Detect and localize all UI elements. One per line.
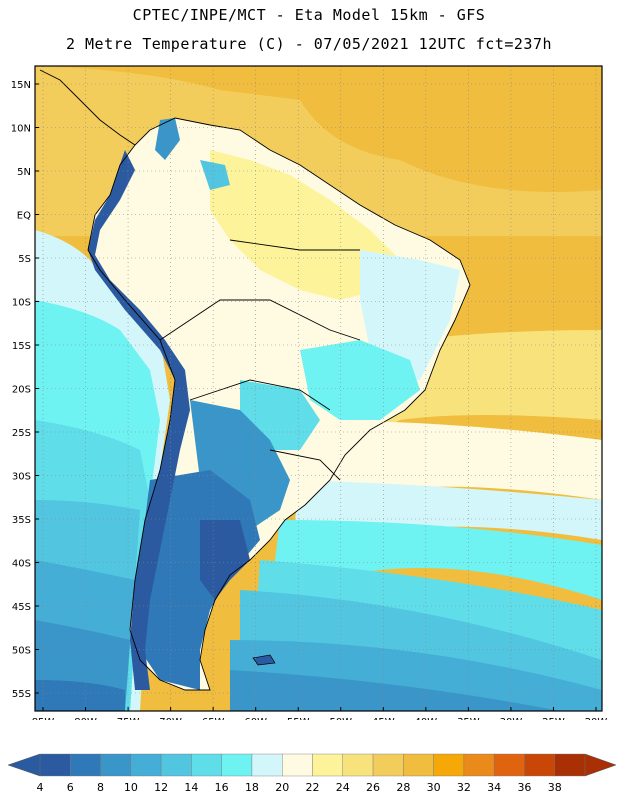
legend-level-label: 28 [396, 781, 410, 794]
legend-swatch [524, 753, 555, 777]
lon-label: 70W [159, 717, 182, 720]
legend-level-label: 32 [457, 781, 471, 794]
legend-level-label: 38 [548, 781, 562, 794]
map-title: CPTEC/INPE/MCT - Eta Model 15km - GFS [132, 6, 486, 24]
lon-label: 30W [500, 717, 523, 720]
legend-level-label: 20 [275, 781, 289, 794]
legend-swatch [130, 753, 162, 777]
legend-level-label: 8 [97, 781, 104, 794]
lat-label: 15N [11, 80, 31, 91]
lon-label: 80W [74, 717, 97, 720]
legend-level-label: 6 [67, 781, 74, 794]
coastlines [39, 69, 471, 691]
legend-swatch [191, 753, 222, 777]
lon-label: 20W [585, 717, 608, 720]
legend-level-label: 4 [37, 781, 44, 794]
legend-level-label: 14 [184, 781, 198, 794]
lat-label: 40S [12, 559, 31, 570]
legend-swatch [39, 753, 71, 777]
legend-swatch [70, 753, 101, 777]
temperature-map: 15N 10N 5N EQ 5S 10S 15S 20S 25S 30S 35S 40S 45S 50S 5… [11, 65, 608, 720]
map-subtitle: 2 Metre Temperature (C) - 07/05/2021 12U… [65, 35, 553, 53]
legend-swatch [493, 753, 525, 777]
lat-label: 10S [12, 298, 31, 309]
lon-label: 50W [329, 717, 352, 720]
lat-label: 5S [18, 254, 31, 265]
legend-level-label: 22 [306, 781, 320, 794]
legend-swatch [160, 753, 192, 777]
legend-swatch [403, 753, 434, 777]
legend-level-label: 24 [336, 781, 350, 794]
andes-ridge [88, 150, 190, 690]
graticule [35, 66, 602, 711]
legend-swatch [282, 753, 313, 777]
legend-level-label: 12 [154, 781, 168, 794]
legend-swatch [372, 753, 404, 777]
legend-level-label: 18 [245, 781, 259, 794]
lon-label: 75W [117, 717, 140, 720]
lon-label: 45W [372, 717, 395, 720]
legend-swatch [342, 753, 374, 777]
lon-label: 40W [415, 717, 438, 720]
lon-label: 55W [287, 717, 310, 720]
lon-label: 35W [457, 717, 480, 720]
lon-label: 25W [542, 717, 565, 720]
lat-label: 5N [17, 167, 31, 178]
legend-swatch [554, 753, 586, 777]
legend-swatch [463, 753, 495, 777]
lat-label: 45S [12, 602, 31, 613]
lat-label: EQ [17, 211, 31, 222]
legend-swatch [433, 753, 465, 777]
legend-level-label: 10 [124, 781, 138, 794]
lat-label: 35S [12, 515, 31, 526]
lat-label: 15S [12, 341, 31, 352]
legend-swatch [312, 753, 343, 777]
legend-swatch [100, 753, 132, 777]
lon-label: 85W [32, 717, 55, 720]
legend-level-label: 16 [215, 781, 229, 794]
legend-high-arrow [584, 753, 617, 777]
legend-level-label: 26 [366, 781, 380, 794]
legend-level-label: 36 [517, 781, 531, 794]
legend-level-label: 34 [487, 781, 501, 794]
lon-label: 60W [244, 717, 267, 720]
lat-label: 20S [12, 385, 31, 396]
lat-label: 25S [12, 428, 31, 439]
lat-label: 50S [12, 646, 31, 657]
lat-label: 10N [11, 124, 31, 135]
lon-label: 65W [202, 717, 225, 720]
lat-label: 30S [12, 472, 31, 483]
legend-level-label: 30 [427, 781, 441, 794]
legend-low-arrow [7, 753, 41, 777]
lat-label: 55S [12, 689, 31, 700]
map-fill [35, 66, 602, 711]
legend-swatch [221, 753, 253, 777]
legend-swatch [251, 753, 283, 777]
